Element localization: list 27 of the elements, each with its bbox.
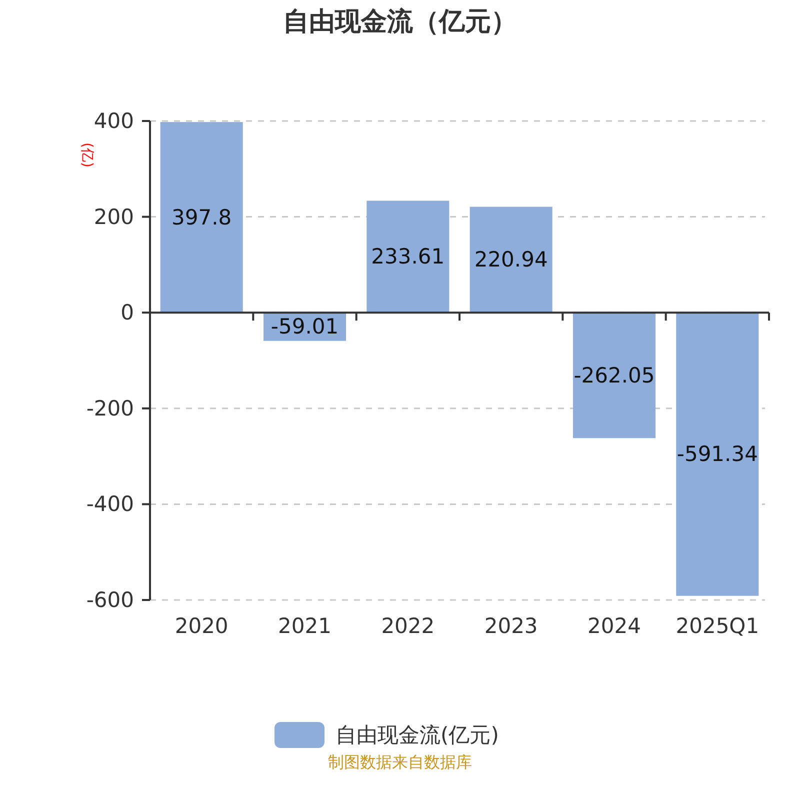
data-label: 397.8	[172, 205, 232, 230]
x-tick-label: 2021	[278, 614, 332, 638]
legend-label: 自由现金流(亿元)	[336, 723, 499, 747]
y-axis-title: (亿)	[79, 142, 95, 168]
y-tick-label: 200	[94, 204, 134, 229]
x-tick-label: 2020	[174, 614, 228, 638]
data-label: -591.34	[676, 442, 758, 466]
data-label: 233.61	[371, 244, 445, 269]
x-tick-label: 2024	[588, 614, 641, 638]
y-tick-label: -400	[86, 492, 134, 516]
bar	[366, 200, 450, 313]
x-tick-label: 2023	[484, 614, 538, 638]
x-tick-label: 2025Q1	[676, 614, 760, 638]
y-tick-label: 0	[120, 300, 134, 325]
y-tick-label: -200	[86, 396, 134, 420]
chart-title: 自由现金流（亿元）	[283, 7, 517, 37]
y-tick-label: 400	[94, 109, 134, 133]
data-label: -59.01	[270, 314, 339, 339]
bar	[572, 312, 656, 438]
text: 制图数据来自数据库	[328, 752, 472, 772]
bar	[676, 312, 759, 596]
data-label: -262.05	[574, 363, 655, 388]
bar	[470, 206, 552, 313]
bar	[160, 122, 243, 313]
y-tick-label: -600	[86, 588, 134, 612]
data-label: 220.94	[474, 248, 548, 272]
x-tick-label: 2022	[381, 614, 435, 638]
